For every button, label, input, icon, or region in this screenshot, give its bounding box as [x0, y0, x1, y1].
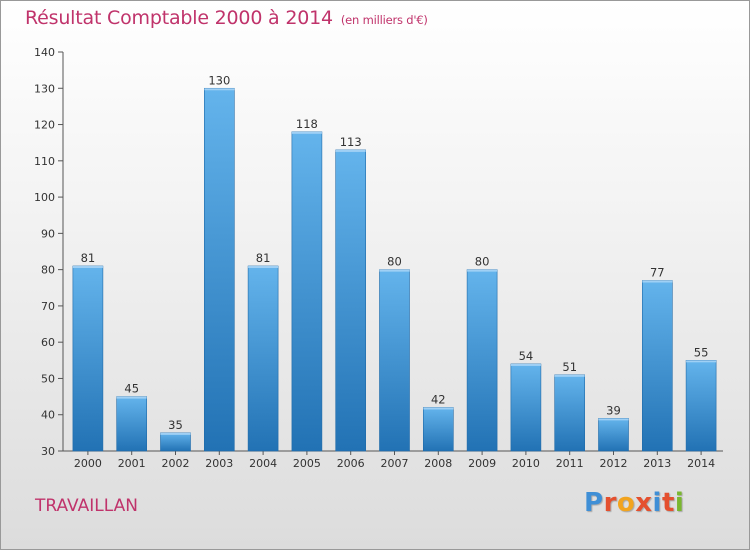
- bar-highlight-2011: [554, 374, 585, 377]
- y-tick-label: 70: [41, 300, 55, 313]
- bar-highlight-2008: [423, 407, 454, 410]
- bars: [72, 87, 717, 452]
- logo-letter: i: [652, 488, 662, 518]
- bar-highlight-2010: [510, 363, 541, 366]
- bar-2008[interactable]: [422, 407, 454, 452]
- data-label-2004: 81: [256, 251, 271, 265]
- bar-2014[interactable]: [685, 360, 717, 452]
- x-tick-label-2001: 2001: [118, 457, 146, 470]
- logo-letter: i: [674, 488, 685, 518]
- x-tick-label-2005: 2005: [293, 457, 321, 470]
- bar-2006[interactable]: [335, 149, 367, 452]
- x-tick-label-2006: 2006: [337, 457, 365, 470]
- bar-2000[interactable]: [72, 265, 104, 452]
- data-label-2013: 77: [650, 266, 665, 280]
- x-tick-label-2008: 2008: [424, 457, 452, 470]
- bar-2010[interactable]: [510, 363, 542, 452]
- y-tick-label: 80: [41, 264, 55, 277]
- x-tick-label-2009: 2009: [468, 457, 496, 470]
- x-tick-label-2011: 2011: [556, 457, 584, 470]
- x-tick-label-2000: 2000: [74, 457, 102, 470]
- logo-letter: r: [603, 488, 617, 518]
- data-label-2003: 130: [208, 73, 230, 87]
- commune-name: TRAVAILLAN: [35, 496, 138, 516]
- x-tick-label-2002: 2002: [162, 457, 190, 470]
- y-tick-label: 110: [34, 155, 55, 168]
- data-label-2014: 55: [694, 345, 709, 359]
- x-tick-label-2012: 2012: [600, 457, 628, 470]
- bar-highlight-2004: [248, 266, 279, 269]
- y-tick-label: 30: [41, 445, 55, 458]
- x-tick-label-2004: 2004: [249, 457, 277, 470]
- data-label-2008: 42: [431, 392, 446, 406]
- data-label-2005: 118: [296, 117, 318, 131]
- y-tick-label: 120: [34, 119, 55, 132]
- bar-2004[interactable]: [247, 265, 279, 452]
- chart-title: Résultat Comptable 2000 à 2014 (en millie…: [25, 7, 428, 29]
- x-tick-label-2003: 2003: [205, 457, 233, 470]
- x-tick-label-2007: 2007: [381, 457, 409, 470]
- bar-2002[interactable]: [160, 432, 191, 452]
- data-label-2000: 81: [81, 251, 96, 265]
- data-label-2011: 51: [562, 360, 577, 374]
- chart-subtitle: (en milliers d'€): [340, 13, 428, 27]
- logo-letter: x: [635, 488, 653, 518]
- bar-2003[interactable]: [204, 87, 235, 452]
- y-tick-label: 50: [41, 372, 55, 385]
- y-tick-label: 60: [41, 336, 55, 349]
- y-tick-label: 90: [41, 227, 55, 240]
- bar-highlight-2003: [204, 88, 235, 91]
- bar-2007[interactable]: [379, 269, 410, 452]
- bar-highlight-2012: [598, 418, 629, 421]
- bar-highlight-2002: [160, 432, 191, 435]
- bar-2005[interactable]: [291, 131, 323, 452]
- bar-highlight-2005: [291, 131, 322, 134]
- data-label-2012: 39: [606, 403, 621, 417]
- chart-title-text: Résultat Comptable 2000 à 2014: [25, 7, 333, 29]
- y-tick-label: 40: [41, 409, 55, 422]
- bar-highlight-2000: [72, 266, 103, 269]
- data-label-2006: 113: [340, 135, 362, 149]
- bar-2011[interactable]: [554, 374, 586, 452]
- bar-highlight-2006: [335, 149, 366, 152]
- logo-letter: t: [661, 488, 675, 518]
- bar-2001[interactable]: [116, 396, 147, 452]
- y-tick-label: 100: [34, 191, 55, 204]
- y-tick-label: 140: [34, 46, 55, 59]
- logo-letter: P: [584, 488, 604, 518]
- bar-highlight-2001: [116, 396, 147, 399]
- bar-highlight-2007: [379, 269, 410, 272]
- data-label-2002: 35: [168, 418, 183, 432]
- x-tick-label-2014: 2014: [687, 457, 715, 470]
- data-label-2010: 54: [519, 349, 534, 363]
- data-label-2009: 80: [475, 255, 490, 269]
- data-label-2001: 45: [124, 382, 139, 396]
- x-tick-label-2010: 2010: [512, 457, 540, 470]
- bar-highlight-2009: [467, 269, 498, 272]
- x-tick-label-2013: 2013: [643, 457, 671, 470]
- bar-2009[interactable]: [466, 269, 498, 452]
- bar-highlight-2013: [642, 280, 673, 283]
- proxiti-logo[interactable]: Proxiti: [584, 488, 684, 518]
- y-tick-label: 130: [34, 82, 55, 95]
- bar-highlight-2014: [686, 360, 717, 363]
- logo-letter: o: [616, 488, 636, 518]
- data-labels: 81 45 35 130 81 118 113 80 42 80 54 51 39 77 55: [81, 73, 709, 432]
- bar-2012[interactable]: [598, 418, 629, 452]
- bar-2013[interactable]: [641, 280, 673, 452]
- data-label-2007: 80: [387, 255, 402, 269]
